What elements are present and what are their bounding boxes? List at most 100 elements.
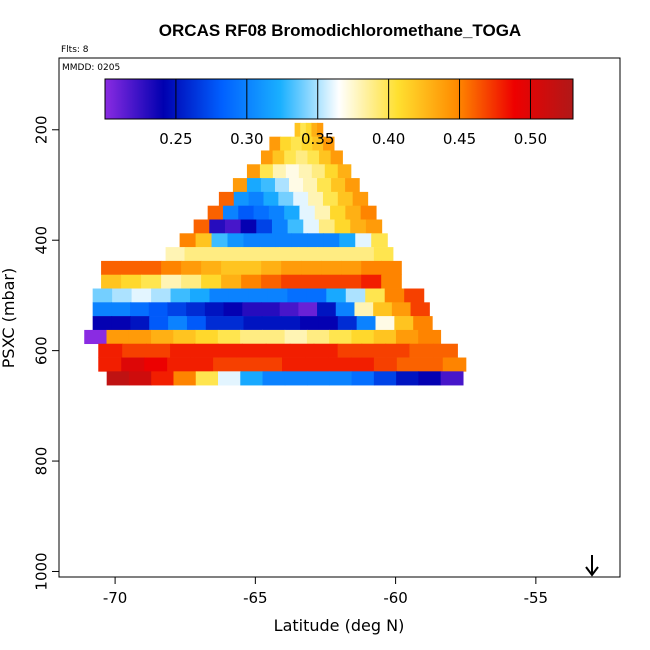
heatmap-cell	[241, 247, 261, 262]
heatmap-cell	[101, 260, 122, 276]
heatmap-cell	[170, 288, 191, 303]
heatmap-cell	[92, 316, 113, 331]
heatmap-cell	[329, 329, 353, 345]
heatmap-cell	[227, 233, 245, 248]
heatmap-cell	[241, 260, 262, 276]
heatmap-row	[98, 343, 458, 358]
heatmap-cell	[312, 136, 324, 151]
heatmap-row	[193, 219, 383, 234]
heatmap-cell	[394, 316, 414, 331]
heatmap-cell	[209, 219, 226, 234]
colorbar-tick-label: 0.30	[230, 130, 263, 148]
heatmap-cell	[313, 343, 339, 358]
colorbar-tick-label: 0.40	[372, 130, 405, 148]
heatmap-cell	[373, 329, 397, 345]
heatmap-cell	[148, 302, 169, 317]
heatmap-cell	[373, 357, 398, 372]
heatmap-cell	[218, 191, 235, 206]
x-axis-label: Latitude (deg N)	[274, 616, 405, 635]
heatmap-row	[218, 191, 369, 206]
heatmap-cell	[327, 357, 352, 372]
heatmap-cell	[330, 150, 343, 165]
heatmap-cell	[173, 371, 197, 386]
heatmap-cell	[240, 329, 263, 345]
heatmap-cell	[84, 329, 108, 345]
heatmap-layer	[84, 122, 467, 386]
heatmap-cell	[167, 357, 191, 372]
heatmap-cell	[337, 164, 352, 179]
heatmap-cell	[391, 302, 412, 317]
heatmap-cell	[298, 247, 318, 262]
heatmap-cell	[284, 329, 308, 345]
heatmap-cell	[248, 191, 265, 206]
heatmap-cell	[260, 178, 276, 193]
heatmap-cell	[373, 371, 397, 386]
heatmap-cell	[111, 302, 131, 317]
heatmap-cell	[304, 357, 329, 372]
heatmap-cell	[141, 274, 162, 289]
heatmap-cell	[396, 357, 421, 372]
heatmap-cell	[301, 260, 322, 276]
heatmap-row	[84, 329, 442, 345]
heatmap-cell	[141, 260, 162, 276]
heatmap-cell	[167, 302, 187, 317]
heatmap-cell	[284, 150, 297, 165]
heatmap-cell	[92, 288, 113, 303]
heatmap-row	[101, 260, 402, 276]
heatmap-cell	[404, 288, 425, 303]
heatmap-cell	[121, 357, 145, 372]
heatmap-cell	[298, 164, 313, 179]
heatmap-cell	[287, 219, 304, 234]
heatmap-cell	[146, 343, 171, 358]
heatmap-cell	[151, 371, 175, 386]
heatmap-cell	[384, 288, 405, 303]
heatmap-cell	[161, 274, 182, 289]
heatmap-cell	[217, 329, 241, 345]
heatmap-row	[179, 233, 388, 248]
heatmap-cell	[279, 247, 299, 262]
x-tick-label: -60	[383, 589, 408, 607]
heatmap-cell	[300, 316, 320, 331]
heatmap-cell	[233, 191, 250, 206]
heatmap-cell	[337, 316, 358, 331]
heatmap-cell	[295, 150, 309, 165]
heatmap-cell	[209, 288, 230, 303]
heatmap-cell	[262, 371, 286, 386]
heatmap-cell	[321, 260, 342, 276]
heatmap-cell	[203, 247, 223, 262]
heatmap-cell	[284, 371, 308, 386]
heatmap-cell	[222, 205, 239, 220]
heatmap-cell	[260, 150, 274, 165]
heatmap-cell	[236, 357, 260, 372]
heatmap-cell	[106, 329, 130, 345]
heatmap-cell	[323, 233, 340, 248]
heatmap-cell	[173, 329, 197, 345]
y-tick-label: 1000	[33, 552, 51, 590]
heatmap-cell	[289, 343, 315, 358]
heatmap-cell	[381, 260, 402, 276]
heatmap-cell	[298, 302, 318, 317]
y-axis: 200 400 600 800 1000	[33, 115, 59, 591]
heatmap-cell	[248, 288, 269, 303]
heatmap-cell	[184, 247, 205, 262]
heatmap-cell	[195, 233, 213, 248]
heatmap-cell	[284, 205, 301, 220]
heatmap-cell	[256, 219, 273, 234]
flights-label: Flts: 8	[61, 45, 89, 55]
heatmap-cell	[241, 274, 262, 289]
colorbar-tick-label: 0.25	[159, 130, 192, 148]
heatmap-cell	[418, 329, 442, 345]
heatmap-cell	[128, 329, 152, 345]
heatmap-cell	[373, 302, 393, 317]
heatmap-cell	[224, 219, 242, 234]
heatmap-cell	[351, 329, 375, 345]
heatmap-cell	[165, 247, 186, 262]
heatmap-cell	[385, 343, 411, 358]
heatmap-cell	[122, 343, 147, 358]
heatmap-cell	[356, 316, 377, 331]
heatmap-cell	[301, 274, 322, 289]
heatmap-cell	[373, 247, 394, 262]
heatmap-cell	[128, 371, 152, 386]
